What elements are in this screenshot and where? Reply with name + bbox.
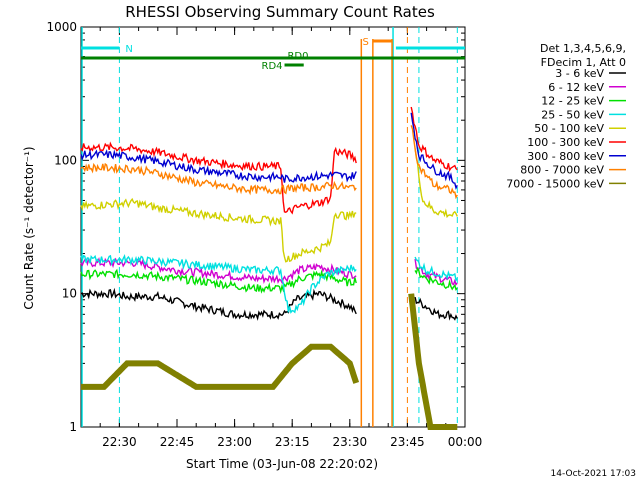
legend-entry-label: 800 - 7000 keV xyxy=(520,164,604,177)
plot-area: 1 10 100 1000 22:30 22:45 23:00 23:15 23:30 23:45… xyxy=(46,20,482,449)
x-tick-label: 00:00 xyxy=(448,435,483,449)
series-line xyxy=(410,125,458,200)
legend-entry-label: 12 - 25 keV xyxy=(541,95,604,108)
series-line xyxy=(80,141,357,215)
series-line xyxy=(80,254,357,314)
legend-entry-label: 300 - 800 keV xyxy=(527,150,604,163)
series-line xyxy=(410,112,458,190)
legend-header: Det 1,3,4,5,6,9, xyxy=(540,42,626,55)
y-axis-label: Count Rate (s⁻¹ detector⁻¹) xyxy=(22,146,36,309)
series-line xyxy=(414,296,458,321)
x-axis-label: Start Time (03-Jun-08 22:20:02) xyxy=(186,457,378,471)
series-line xyxy=(80,148,357,184)
legend-entry-label: 3 - 6 keV xyxy=(555,67,604,80)
y-tick-label: 1000 xyxy=(46,20,77,34)
series-line xyxy=(408,293,458,430)
series-line xyxy=(414,256,458,282)
attenuator-label: S xyxy=(362,37,368,48)
series-line xyxy=(414,148,458,219)
legend-entry-label: 6 - 12 keV xyxy=(548,81,604,94)
legend-entry-label: 7000 - 15000 keV xyxy=(506,177,604,190)
decimation-label: RD4 xyxy=(262,61,283,72)
timestamp: 14-Oct-2021 17:03 xyxy=(551,469,636,479)
legend-entry-label: 25 - 50 keV xyxy=(541,108,604,121)
series-line xyxy=(410,106,458,173)
y-tick-label: 10 xyxy=(62,287,77,301)
x-tick-label: 22:30 xyxy=(102,435,137,449)
series-line xyxy=(80,268,357,295)
series-line xyxy=(80,287,357,321)
y-tick-label: 100 xyxy=(54,153,77,167)
attenuator-label: N xyxy=(125,44,132,55)
x-tick-label: 23:00 xyxy=(217,435,252,449)
series-line xyxy=(414,266,458,291)
chart-title: RHESSI Observing Summary Count Rates xyxy=(125,3,435,21)
decimation-label: RD0 xyxy=(287,51,308,62)
legend-entry-label: 50 - 100 keV xyxy=(534,122,604,135)
legend: Det 1,3,4,5,6,9,FDecim 1, Att 03 - 6 keV… xyxy=(506,42,626,190)
y-tick-label: 1 xyxy=(69,420,77,434)
series-line xyxy=(80,197,357,263)
x-tick-label: 23:30 xyxy=(333,435,368,449)
series-line xyxy=(81,343,360,390)
x-tick-label: 23:15 xyxy=(275,435,310,449)
legend-entry-label: 100 - 300 keV xyxy=(527,136,604,149)
x-tick-label: 22:45 xyxy=(160,435,195,449)
legend-header: FDecim 1, Att 0 xyxy=(541,56,626,69)
x-tick-label: 23:45 xyxy=(390,435,425,449)
series-line xyxy=(80,162,357,196)
